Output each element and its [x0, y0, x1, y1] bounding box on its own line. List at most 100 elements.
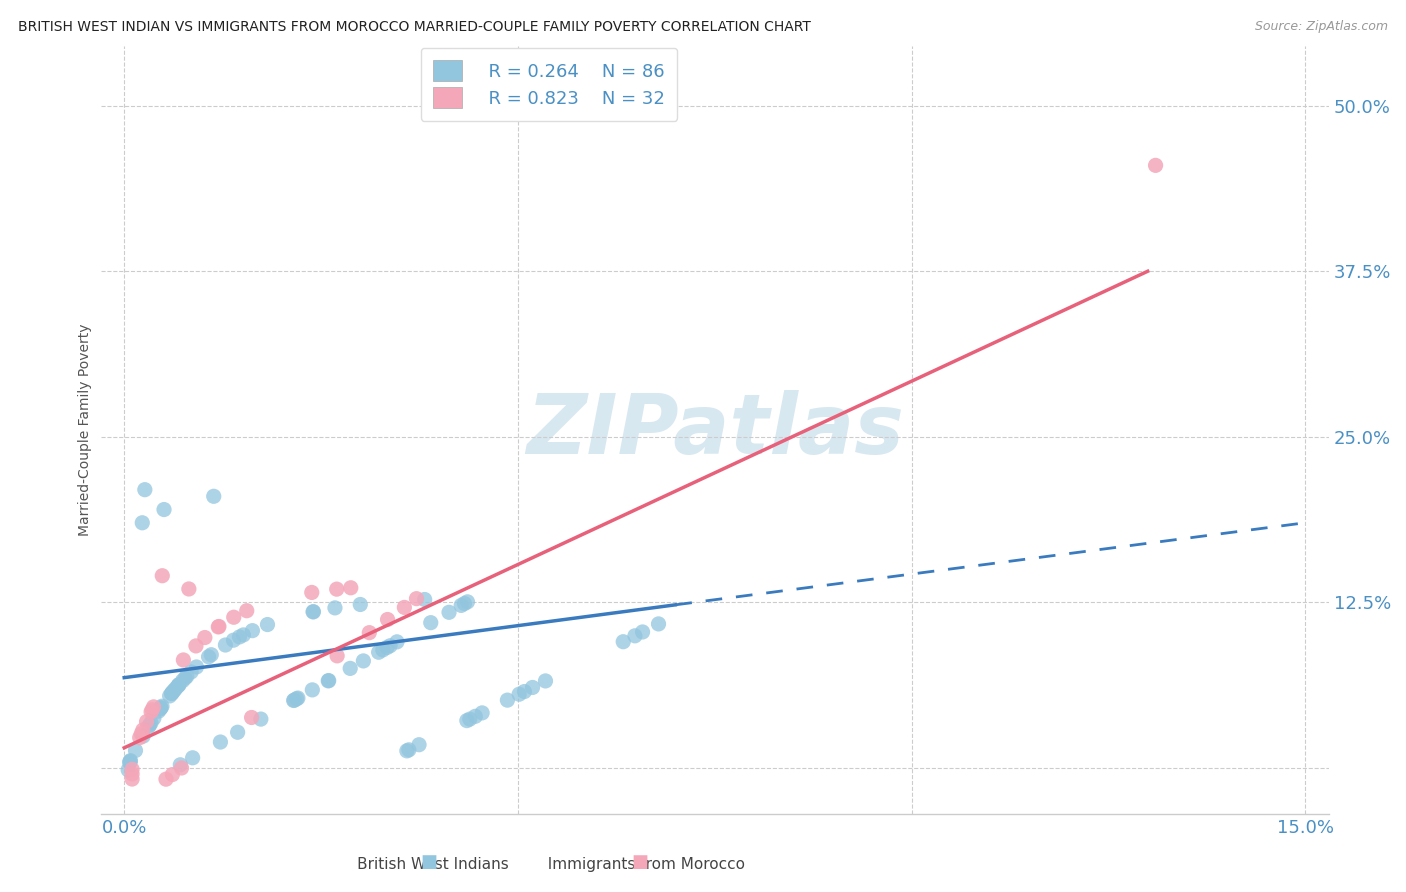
Point	[283, 693, 305, 707]
Point	[450, 599, 472, 613]
Point	[250, 712, 273, 726]
Point	[377, 613, 399, 627]
Point	[208, 619, 231, 633]
Point	[352, 654, 374, 668]
Point	[165, 681, 187, 696]
Point	[496, 693, 519, 707]
Text: BRITISH WEST INDIAN VS IMMIGRANTS FROM MOROCCO MARRIED-COUPLE FAMILY POVERTY COR: BRITISH WEST INDIAN VS IMMIGRANTS FROM M…	[18, 20, 811, 34]
Point	[301, 682, 323, 697]
Point	[172, 673, 194, 688]
Point	[285, 691, 308, 706]
Point	[471, 706, 494, 720]
Point	[184, 639, 207, 653]
Point	[456, 595, 478, 609]
Text: Source: ZipAtlas.com: Source: ZipAtlas.com	[1254, 20, 1388, 33]
Point	[214, 638, 236, 652]
Point	[138, 719, 160, 733]
Point	[160, 686, 183, 700]
Point	[150, 699, 173, 714]
Point	[359, 625, 381, 640]
Point	[395, 744, 418, 758]
Point	[287, 691, 309, 706]
Point	[150, 568, 173, 582]
Point	[624, 629, 647, 643]
Point	[181, 751, 204, 765]
Point	[174, 671, 197, 685]
Point	[194, 631, 217, 645]
Text: ■: ■	[420, 853, 437, 871]
Point	[202, 489, 225, 503]
Point	[437, 605, 460, 619]
Point	[120, 754, 142, 768]
Point	[209, 735, 232, 749]
Point	[149, 701, 172, 715]
Point	[149, 700, 172, 714]
Point	[117, 763, 139, 777]
Point	[160, 686, 183, 700]
Point	[631, 624, 654, 639]
Point	[222, 610, 245, 624]
Point	[349, 598, 371, 612]
Point	[222, 633, 245, 648]
Point	[232, 628, 254, 642]
Point	[513, 684, 536, 698]
Point	[458, 712, 481, 726]
Point	[301, 585, 323, 599]
Point	[128, 731, 150, 745]
Point	[200, 648, 222, 662]
Point	[167, 678, 190, 692]
Point	[371, 643, 394, 657]
Point	[339, 661, 361, 675]
Point	[120, 755, 142, 769]
Point	[316, 673, 339, 688]
Point	[1144, 158, 1167, 172]
Point	[135, 714, 157, 729]
Point	[302, 605, 325, 619]
Point	[170, 761, 193, 775]
Point	[124, 743, 146, 757]
Point	[121, 767, 143, 781]
Point	[240, 710, 263, 724]
Point	[326, 648, 349, 663]
Point	[118, 756, 141, 770]
Point	[207, 620, 229, 634]
Point	[149, 702, 172, 716]
Point	[197, 649, 219, 664]
Point	[235, 604, 257, 618]
Point	[138, 718, 160, 732]
Point	[172, 653, 194, 667]
Point	[166, 680, 188, 694]
Text: ■: ■	[631, 853, 648, 871]
Point	[405, 591, 427, 606]
Point	[647, 616, 669, 631]
Point	[142, 699, 165, 714]
Point	[163, 683, 186, 698]
Point	[456, 714, 478, 728]
Point	[159, 689, 181, 703]
Point	[176, 669, 198, 683]
Point	[132, 723, 155, 737]
Point	[398, 743, 420, 757]
Point	[121, 772, 143, 786]
Point	[534, 673, 557, 688]
Y-axis label: Married-Couple Family Poverty: Married-Couple Family Poverty	[79, 324, 93, 536]
Point	[186, 660, 208, 674]
Point	[121, 762, 143, 776]
Point	[302, 605, 325, 619]
Point	[464, 709, 486, 723]
Point	[325, 582, 347, 596]
Point	[142, 711, 165, 725]
Point	[167, 678, 190, 692]
Point	[162, 685, 184, 699]
Point	[180, 665, 202, 679]
Point	[132, 729, 155, 743]
Point	[153, 502, 176, 516]
Point	[408, 738, 430, 752]
Point	[367, 645, 389, 659]
Point	[155, 772, 177, 787]
Point	[378, 639, 401, 653]
Point	[226, 725, 249, 739]
Point	[339, 581, 361, 595]
Point	[394, 600, 416, 615]
Point	[413, 592, 436, 607]
